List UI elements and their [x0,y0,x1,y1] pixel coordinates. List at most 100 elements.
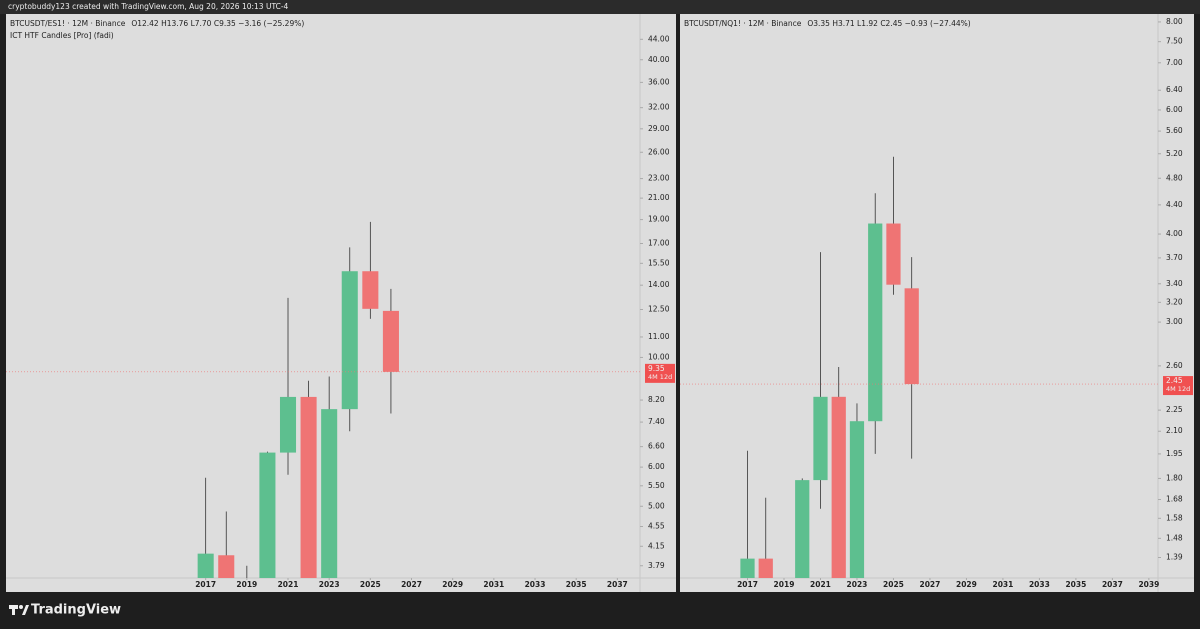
ohlc-legend: O12.42 H13.76 L7.70 C9.35 −3.16 (−25.29%… [131,19,304,28]
price-tag [1163,376,1193,396]
y-tick-label: 4.00 [1166,229,1183,238]
x-tick-label: 2019 [236,580,257,589]
panel-background [6,14,676,592]
y-tick-label: 19.00 [648,215,670,224]
x-tick-label: 2029 [956,580,977,589]
x-tick-label: 2033 [525,580,546,589]
y-tick-label: 7.40 [648,417,665,426]
y-tick-label: 1.48 [1166,533,1183,542]
candle-body [849,421,865,578]
y-tick-label: 6.00 [648,462,665,471]
candle-body [362,271,379,309]
bottom-bar [0,592,1200,629]
candle-body [795,480,810,578]
x-tick-label: 2033 [1029,580,1050,589]
candle-body [279,396,297,453]
y-tick-label: 21.00 [648,193,670,202]
ohlc-legend: O3.35 H3.71 L1.92 C2.45 −0.93 (−27.44%) [807,19,970,28]
y-tick-label: 12.50 [648,305,670,314]
price-tag-price: 9.35 [648,364,665,373]
y-tick-label: 5.00 [648,501,665,510]
indicator-label: ICT HTF Candles [Pro] (fadi) [10,31,114,40]
x-tick-label: 2029 [442,580,463,589]
y-tick-label: 4.55 [648,522,665,531]
candle-body [197,553,214,578]
y-tick-label: 15.50 [648,258,670,267]
x-tick-label: 2037 [607,580,628,589]
y-tick-label: 5.50 [648,481,665,490]
y-tick-label: 1.68 [1166,495,1183,504]
y-tick-label: 23.00 [648,174,670,183]
y-tick-label: 7.00 [1166,58,1183,67]
header-text: cryptobuddy123 created with TradingView.… [8,2,289,11]
y-tick-label: 6.00 [1166,105,1183,114]
x-tick-label: 2027 [401,580,422,589]
price-tag-countdown: 4M 12d [648,373,672,381]
x-tick-label: 2035 [1065,580,1086,589]
y-tick-label: 3.79 [648,561,665,570]
y-tick-label: 32.00 [648,103,670,112]
x-tick-label: 2019 [774,580,795,589]
x-tick-label: 2031 [992,580,1013,589]
candle-body [259,452,276,578]
symbol-legend: BTCUSDT/ES1! · 12M · Binance [10,19,126,28]
candle-body [218,555,235,578]
candle-body [321,409,338,578]
x-tick-label: 2017 [195,580,216,589]
y-tick-label: 17.00 [648,238,670,247]
y-tick-label: 1.58 [1166,513,1183,522]
y-tick-label: 4.15 [648,541,665,550]
y-tick-label: 5.60 [1166,126,1183,135]
y-tick-label: 4.80 [1166,173,1183,182]
candle-body [886,223,901,285]
x-tick-label: 2025 [360,580,381,589]
candle-body [758,558,773,578]
y-tick-label: 4.40 [1166,200,1183,209]
x-tick-label: 2035 [566,580,587,589]
y-tick-label: 1.95 [1166,449,1183,458]
x-tick-label: 2037 [1102,580,1123,589]
x-tick-label: 2039 [1138,580,1159,589]
y-tick-label: 40.00 [648,55,670,64]
symbol-legend: BTCUSDT/NQ1! · 12M · Binance [684,19,802,28]
y-tick-label: 29.00 [648,124,670,133]
y-tick-label: 10.00 [648,352,670,361]
y-tick-label: 2.25 [1166,405,1183,414]
footer-logo: TradingView [31,603,121,618]
x-tick-label: 2031 [483,580,504,589]
y-tick-label: 3.70 [1166,253,1183,262]
candles [197,221,399,578]
y-tick-label: 1.80 [1166,473,1183,482]
y-tick-label: 26.00 [648,147,670,156]
candle-body [740,558,755,578]
price-tag-countdown: 4M 12d [1166,385,1190,393]
y-tick-label: 2.10 [1166,426,1183,435]
y-tick-label: 1.39 [1166,553,1183,562]
y-tick-label: 2.60 [1166,361,1183,370]
y-tick-label: 11.00 [648,332,670,341]
x-tick-label: 2021 [278,580,299,589]
x-tick-label: 2023 [847,580,868,589]
candles [740,156,919,578]
candle-body [831,396,846,578]
y-tick-label: 5.20 [1166,149,1183,158]
price-tag-price: 2.45 [1166,376,1183,385]
candle-body [382,310,399,372]
y-tick-label: 14.00 [648,280,670,289]
y-tick-label: 6.40 [1166,85,1183,94]
y-tick-label: 8.20 [648,395,665,404]
x-tick-label: 2021 [810,580,831,589]
x-tick-label: 2027 [920,580,941,589]
y-tick-label: 44.00 [648,34,670,43]
x-tick-label: 2025 [883,580,904,589]
candle-body [341,271,358,410]
y-tick-label: 7.50 [1166,37,1183,46]
y-tick-label: 8.00 [1166,17,1183,26]
x-tick-label: 2017 [737,580,758,589]
candle-body [868,223,883,422]
y-tick-label: 3.20 [1166,297,1183,306]
y-tick-label: 3.40 [1166,279,1183,288]
price-tag [645,363,675,383]
candle-body [904,288,919,385]
